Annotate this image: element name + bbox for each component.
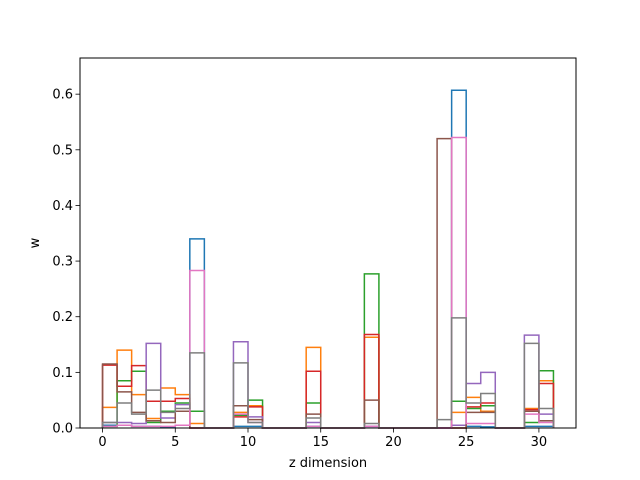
y-tick-label: 0.1 bbox=[52, 366, 73, 381]
y-axis-ticks: 0.0 0.1 0.2 0.3 0.4 0.5 0.6 bbox=[52, 88, 80, 437]
plot-frame bbox=[79, 57, 577, 429]
x-tick-label: 0 bbox=[98, 435, 106, 450]
y-tick-label: 0.5 bbox=[52, 143, 73, 158]
x-tick-label: 15 bbox=[312, 435, 329, 450]
x-tick-label: 5 bbox=[171, 435, 179, 450]
x-tick-label: 30 bbox=[531, 435, 548, 450]
x-axis-label: z dimension bbox=[289, 456, 367, 471]
x-axis-ticks: 0 5 10 15 20 25 30 bbox=[98, 428, 547, 450]
y-axis-label: w bbox=[28, 237, 43, 248]
y-tick-label: 0.3 bbox=[52, 255, 73, 270]
y-tick-label: 0.2 bbox=[52, 310, 73, 325]
series-4-step-line bbox=[101, 333, 555, 429]
x-tick-label: 20 bbox=[385, 435, 402, 450]
series-6-step-line bbox=[101, 137, 555, 429]
y-tick-label: 0.6 bbox=[52, 88, 73, 103]
y-tick-label: 0.0 bbox=[52, 422, 73, 437]
series-8-step-line bbox=[101, 317, 555, 429]
y-tick-label: 0.4 bbox=[52, 199, 73, 214]
series-layer bbox=[101, 89, 555, 429]
x-tick-label: 25 bbox=[458, 435, 475, 450]
x-tick-label: 10 bbox=[240, 435, 257, 450]
